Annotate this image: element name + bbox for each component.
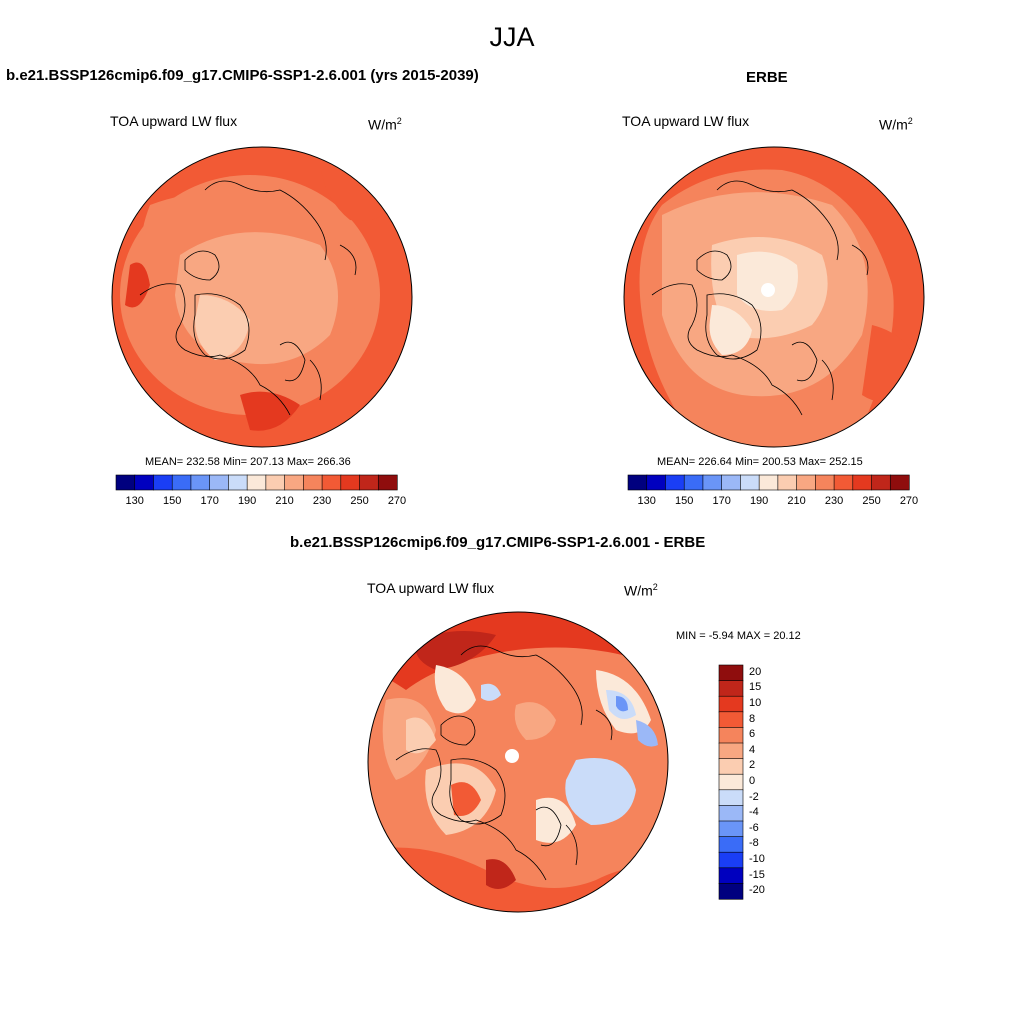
- panel2-colorbar-swatch: [777, 474, 798, 491]
- panel3-colorbar-swatch: [718, 711, 744, 728]
- panel1-unit: W/m2: [368, 116, 402, 133]
- panel1-colorbar-swatch: [359, 474, 379, 491]
- panel2-colorbar-swatch: [646, 474, 667, 491]
- panel3-colorbar-swatch: [718, 742, 744, 760]
- panel2-colorbar-swatch: [702, 474, 723, 491]
- panel1-stats: MEAN= 232.58 Min= 207.13 Max= 266.36: [145, 456, 351, 468]
- panel1-variable-label: TOA upward LW flux: [110, 113, 238, 129]
- panel2-colorbar-swatch: [833, 474, 854, 491]
- panel3-colorbar-tick-label: -15: [749, 868, 765, 881]
- panel3-colorbar-tick-label: -4: [749, 806, 759, 819]
- panel2-colorbar-tick-label: 230: [824, 495, 844, 507]
- panel1-colorbar-swatch: [153, 474, 173, 491]
- panel1-colorbar-swatch: [171, 474, 192, 491]
- panel2-title: ERBE: [746, 69, 788, 86]
- panel2-colorbar-tick-label: 190: [749, 495, 769, 507]
- panel1-colorbar-tick-label: 190: [237, 495, 257, 507]
- panel3-colorbar: [718, 664, 744, 900]
- panel3-colorbar-tick-label: 2: [749, 759, 756, 772]
- panel1-colorbar-tick-label: 130: [125, 495, 144, 507]
- panel2-stats: MEAN= 226.64 Min= 200.53 Max= 252.15: [657, 456, 863, 468]
- panel3-colorbar-swatch: [718, 851, 744, 869]
- panel1-colorbar-swatch: [265, 474, 286, 491]
- panel1-colorbar-swatch: [340, 474, 361, 491]
- panel2-colorbar-swatch: [665, 474, 685, 491]
- panel2-colorbar-swatch: [796, 474, 816, 491]
- panel3-colorbar-swatch: [718, 664, 744, 682]
- panel3-colorbar-swatch: [718, 727, 744, 744]
- panel3-colorbar-tick-label: 6: [749, 728, 756, 741]
- panel3-colorbar-tick-label: 0: [749, 775, 756, 787]
- panel2-colorbar-tick-label: 150: [675, 495, 694, 507]
- panel2-colorbar-swatch: [889, 474, 910, 491]
- panel1-colorbar-tick-label: 170: [200, 495, 219, 507]
- panel2-colorbar-tick-label: 130: [637, 495, 656, 507]
- panel1-colorbar: [115, 474, 398, 491]
- panel1-colorbar-swatch: [303, 474, 323, 491]
- panel1-colorbar-swatch: [209, 474, 229, 491]
- panel3-colorbar-tick-label: 4: [749, 743, 756, 756]
- panel3-colorbar-swatch: [718, 695, 744, 713]
- panel2-colorbar-tick-label: 270: [899, 495, 919, 507]
- panel3-colorbar-swatch: [718, 883, 744, 900]
- panel3-map: [367, 611, 669, 913]
- main-title: JJA: [489, 22, 535, 52]
- panel3-colorbar-swatch: [718, 820, 744, 838]
- panel3-colorbar-tick-label: 8: [749, 712, 756, 725]
- panel1-colorbar-swatch: [284, 474, 304, 491]
- panel1-colorbar-swatch: [321, 474, 342, 491]
- panel3-colorbar-swatch: [718, 773, 744, 791]
- panel3-colorbar-tick-label: -20: [749, 884, 765, 897]
- panel1-colorbar-tick-label: 210: [275, 495, 294, 507]
- panel2-colorbar-tick-label: 250: [862, 495, 881, 507]
- panel2-colorbar-swatch: [815, 474, 835, 491]
- panel1-title: b.e21.BSSP126cmip6.f09_g17.CMIP6-SSP1-2.…: [6, 67, 479, 84]
- panel1-colorbar-tick-label: 150: [163, 495, 182, 507]
- panel1-colorbar-swatch: [228, 474, 248, 491]
- panel2-colorbar-tick-label: 170: [712, 495, 731, 507]
- panel1-colorbar-tick-label: 230: [312, 495, 332, 507]
- panel1-colorbar-swatch: [377, 474, 398, 491]
- panel1-colorbar-swatch: [190, 474, 211, 491]
- panel2-colorbar: [627, 474, 910, 491]
- panel1-colorbar-swatch: [115, 474, 136, 491]
- panel2-variable-label: TOA upward LW flux: [622, 113, 750, 129]
- panel2-unit: W/m2: [879, 116, 913, 133]
- panel3-title: b.e21.BSSP126cmip6.f09_g17.CMIP6-SSP1-2.…: [290, 534, 706, 551]
- panel2-colorbar-swatch: [683, 474, 704, 491]
- panel3-colorbar-swatch: [718, 867, 744, 885]
- panel1-colorbar-tick-label: 250: [350, 495, 369, 507]
- panel2-colorbar-swatch: [758, 474, 779, 491]
- panel2-colorbar-tick-label: 210: [787, 495, 806, 507]
- panel3-colorbar-swatch: [718, 836, 744, 853]
- panel3-colorbar-tick-label: 20: [749, 665, 762, 678]
- panel3-colorbar-tick-label: 15: [749, 681, 762, 694]
- panel2-colorbar-swatch: [871, 474, 891, 491]
- panel1-colorbar-swatch: [246, 474, 267, 491]
- panel3-colorbar-tick-label: -8: [749, 837, 759, 850]
- panel3-colorbar-swatch: [718, 789, 744, 807]
- panel2-colorbar-swatch: [852, 474, 873, 491]
- panel3-colorbar-swatch: [718, 758, 744, 775]
- panel3-colorbar-tick-label: -10: [749, 853, 765, 865]
- panel2-colorbar-swatch: [721, 474, 741, 491]
- panel1-map: [111, 146, 413, 448]
- panel2-colorbar-swatch: [627, 474, 648, 491]
- panel2-colorbar-swatch: [740, 474, 760, 491]
- panel3-colorbar-tick-label: -2: [749, 790, 759, 803]
- panel3-unit: W/m2: [624, 582, 658, 599]
- panel3-stats: MIN = -5.94 MAX = 20.12: [676, 630, 801, 642]
- panel3-colorbar-swatch: [718, 680, 744, 697]
- panel1-colorbar-tick-label: 270: [387, 495, 407, 507]
- panel1-colorbar-swatch: [134, 474, 155, 491]
- panel3-colorbar-tick-label: -6: [749, 821, 759, 834]
- panel2-map: [623, 146, 925, 448]
- panel3-colorbar-swatch: [718, 805, 744, 822]
- panel3-variable-label: TOA upward LW flux: [367, 580, 495, 596]
- panel3-colorbar-tick-label: 10: [749, 697, 762, 709]
